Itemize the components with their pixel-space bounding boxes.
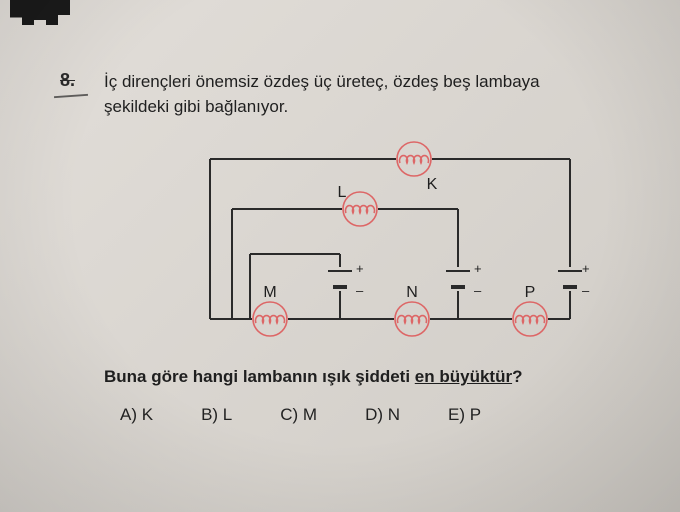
circuit-svg: + – + – + – K L M N P (150, 139, 590, 349)
battery-plus-label: + (582, 261, 590, 276)
option-a[interactable]: A) K (120, 405, 153, 425)
option-d[interactable]: D) N (365, 405, 400, 425)
battery-plus-label: + (356, 261, 364, 276)
battery-minus-label: – (356, 283, 364, 298)
option-b[interactable]: B) L (201, 405, 232, 425)
question-number: 8. (60, 70, 88, 119)
page: 8. İç dirençleri önemsiz özdeş üç üreteç… (0, 0, 680, 512)
prompt-prefix: Buna göre hangi lambanın ışık şiddeti (104, 367, 415, 386)
option-e[interactable]: E) P (448, 405, 481, 425)
question-text: İç dirençleri önemsiz özdeş üç üreteç, ö… (104, 70, 540, 119)
lamp-label-n: N (406, 284, 418, 301)
question-line-1: İç dirençleri önemsiz özdeş üç üreteç, ö… (104, 72, 540, 91)
lamp-labels: K L M N P (263, 176, 535, 301)
question-prompt: Buna göre hangi lambanın ışık şiddeti en… (104, 367, 640, 387)
lamps (253, 142, 547, 336)
lamp-label-l: L (338, 184, 347, 201)
battery-3: + – (558, 261, 590, 298)
battery-2: + – (446, 261, 482, 298)
lamp-label-p: P (525, 284, 536, 301)
battery-1: + – (328, 261, 364, 298)
circuit-diagram: + – + – + – K L M N P (150, 139, 590, 349)
question-row: 8. İç dirençleri önemsiz özdeş üç üreteç… (60, 70, 640, 119)
prompt-underlined: en büyüktür (415, 367, 512, 386)
battery-minus-label: – (582, 283, 590, 298)
option-c[interactable]: C) M (280, 405, 317, 425)
battery-plus-label: + (474, 261, 482, 276)
answer-options: A) K B) L C) M D) N E) P (120, 405, 640, 425)
prompt-suffix: ? (512, 367, 522, 386)
lamp-label-m: M (263, 284, 276, 301)
qr-fragment-icon (10, 0, 70, 25)
battery-minus-label: – (474, 283, 482, 298)
lamp-label-k: K (427, 176, 438, 193)
question-line-2: şekildeki gibi bağlanıyor. (104, 97, 288, 116)
